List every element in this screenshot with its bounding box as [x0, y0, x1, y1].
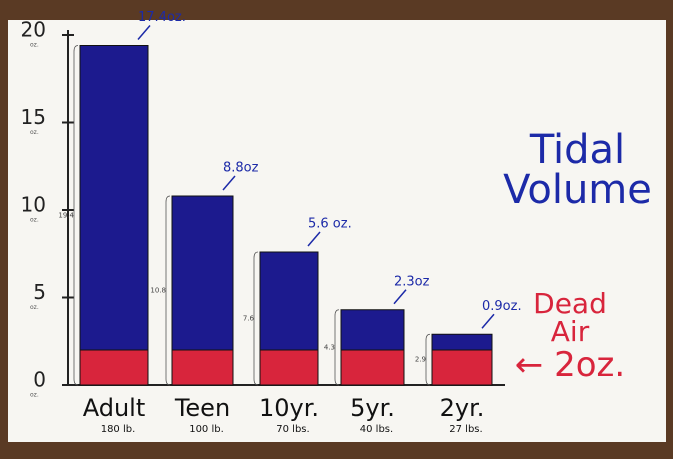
legend-tidal: Tidal Volume: [503, 127, 652, 213]
bracket-label: 19.4: [58, 211, 74, 219]
x-tick-label: 2yr.: [440, 394, 485, 422]
label-arrow: [137, 25, 151, 40]
label-arrow: [393, 289, 407, 305]
x-tick-label: 10yr.: [259, 394, 319, 422]
value-label: 0.9oz.: [482, 299, 522, 314]
y-tick-label: 0: [33, 368, 46, 392]
label-arrow: [222, 175, 236, 191]
bar-segment: [340, 349, 405, 386]
x-sub-label: 180 lb.: [101, 424, 136, 435]
y-unit: oz.: [30, 42, 39, 49]
bar-segment: [171, 349, 234, 386]
y-unit: oz.: [30, 392, 39, 399]
bar-segment: [431, 333, 493, 351]
bar-segment: [259, 251, 319, 351]
bar-segment: [259, 349, 319, 386]
y-tick-label: 5: [33, 280, 46, 304]
y-unit: oz.: [30, 217, 39, 224]
bracket: [73, 45, 79, 386]
value-label: 5.6 oz.: [308, 217, 352, 232]
bar-segment: [79, 45, 149, 351]
label-arrow: [307, 231, 321, 247]
legend-dead-air: Dead Air: [533, 287, 607, 348]
x-sub-label: 40 lbs.: [360, 424, 393, 435]
label-arrow: [481, 313, 495, 329]
bar-segment: [431, 349, 493, 386]
x-tick-label: Adult: [83, 394, 146, 422]
annotation: ← 2oz.: [514, 345, 626, 385]
x-tick-label: Teen: [174, 394, 230, 422]
y-tick-label: 20: [21, 18, 46, 42]
bracket-label: 4.3: [324, 343, 335, 351]
value-label: 2.3oz: [394, 274, 430, 289]
y-tick-label: 10: [21, 193, 46, 217]
x-sub-label: 100 lb.: [189, 424, 224, 435]
y-unit: oz.: [30, 304, 39, 311]
bracket-label: 2.9: [415, 356, 426, 364]
bracket: [425, 333, 431, 386]
bracket: [253, 251, 259, 386]
bracket-label: 7.6: [243, 315, 255, 323]
x-tick-label: 5yr.: [350, 394, 395, 422]
bar-segment: [171, 195, 234, 351]
bracket: [334, 309, 340, 386]
bar-segment: [79, 349, 149, 386]
bracket-label: 10.8: [150, 287, 166, 295]
y-tick-label: 15: [21, 105, 46, 129]
value-label: 8.8oz: [223, 161, 259, 176]
bracket: [165, 195, 171, 386]
x-sub-label: 70 lbs.: [276, 424, 309, 435]
y-unit: oz.: [30, 129, 39, 136]
bar-segment: [340, 309, 405, 351]
value-label: 17.4oz.: [138, 10, 186, 25]
x-sub-label: 27 lbs.: [449, 424, 482, 435]
